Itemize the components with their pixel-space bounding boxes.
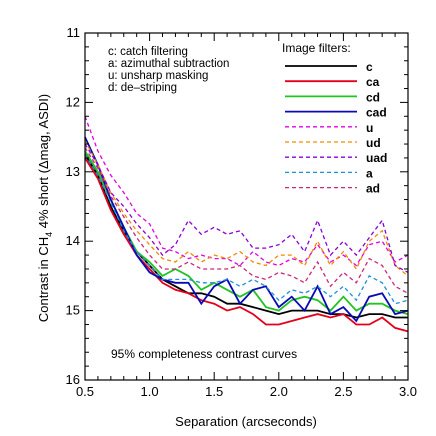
series-line-ad [84,147,409,294]
y-axis-label: Contrast in CH4 4% short (Δmag, ASDI) [36,94,54,322]
series-layer [84,116,409,333]
y-axis-label-part-1: Contrast in CH [36,237,51,322]
completeness-annotation: 95% completeness contrast curves [111,347,297,361]
legend-title: Image filters: [282,41,351,55]
legend-label-ud: ud [366,136,381,150]
y-tick-label: 14 [66,233,80,248]
plot-frame [84,32,409,381]
series-line-cad [84,136,409,323]
x-tick-label: 2.5 [334,384,352,399]
filter-key-line: a: azimuthal subtraction [108,58,229,70]
label-layer: 0.5 1.0 1.5 2.0 2.5 3.0 11 12 13 14 15 16 [66,25,418,399]
series-line-uad [84,143,409,273]
x-tick-label: 0.5 [76,384,94,399]
x-tick-label: 3.0 [399,384,417,399]
y-tick-label: 15 [66,303,80,318]
legend-label-uad: uad [366,151,387,165]
x-tick-label: 1.0 [141,384,159,399]
legend-label-a: a [366,166,373,180]
x-tick-label: 1.5 [205,384,223,399]
y-axis-label-part-2: 4% short (Δmag, ASDI) [36,94,51,232]
series-line-a [84,154,409,305]
legend-label-c: c [366,60,373,74]
y-tick-label: 16 [66,372,80,387]
legend-label-u: u [366,121,373,135]
y-tick-label: 11 [67,25,81,40]
filter-key-line: c: catch filtering [108,46,188,58]
filter-key-line: u: unsharp masking [108,70,208,82]
series-line-u [84,116,409,267]
y-axis-label-subscript: 4 [44,232,54,237]
legend-label-cd: cd [366,90,380,104]
tick-layer [84,32,409,381]
y-tick-label: 13 [66,164,80,179]
filter-key-line: d: de–striping [108,82,177,94]
legend-label-ad: ad [366,182,380,196]
x-axis-label: Separation (arcseconds) [175,414,317,429]
legend-label-cad: cad [366,106,387,120]
series-line-ud [84,140,409,277]
legend-label-ca: ca [366,75,380,89]
y-tick-label: 12 [66,94,80,109]
x-tick-label: 2.0 [270,384,288,399]
